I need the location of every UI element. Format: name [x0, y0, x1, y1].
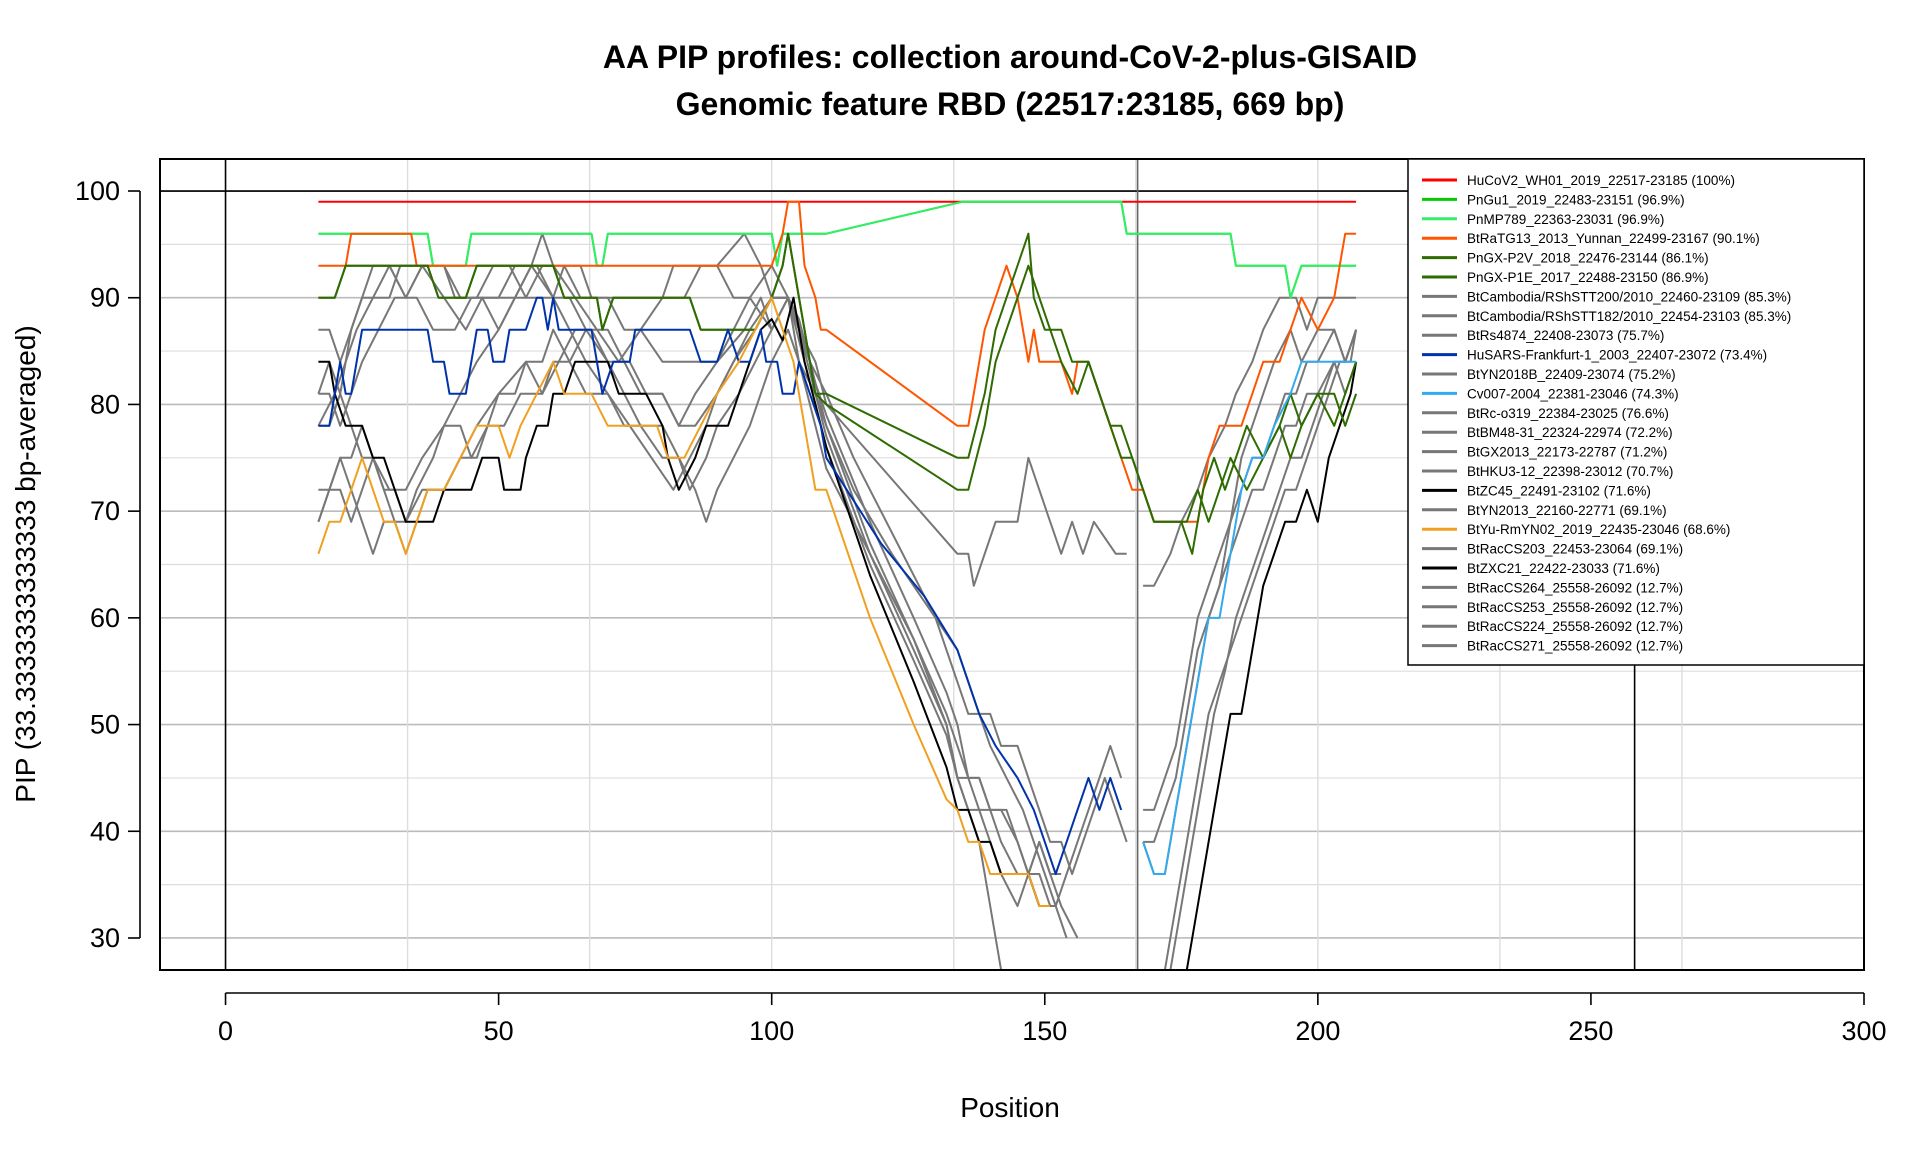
y-tick-label: 40	[90, 816, 120, 846]
series-line	[318, 296, 1052, 907]
series-lines	[317, 200, 1358, 970]
legend-entry: BtCambodia/RShSTT200/2010_22460-23109 (8…	[1467, 289, 1791, 304]
y-tick-label: 90	[90, 283, 120, 313]
y-axis: 30 40 50 60 70 80 90 100	[75, 176, 141, 953]
x-tick-label: 100	[749, 1016, 794, 1046]
series-line	[318, 328, 1003, 970]
legend-entry: BtYu-RmYN02_2019_22435-23046 (68.6%)	[1467, 522, 1730, 537]
series-line	[317, 232, 1127, 587]
series-line	[317, 296, 1123, 907]
legend: HuCoV2_WH01_2019_22517-23185 (100%) PnGu1…	[1407, 158, 1865, 666]
series-line	[317, 264, 1079, 939]
x-axis-label: Position	[960, 1092, 1060, 1123]
legend-entry: BtCambodia/RShSTT182/2010_22454-23103 (8…	[1467, 309, 1791, 324]
legend-entry: BtZC45_22491-23102 (71.6%)	[1467, 483, 1651, 498]
x-tick-label: 250	[1568, 1016, 1613, 1046]
series-line	[318, 296, 1123, 875]
legend-entry: BtBM48-31_22324-22974 (72.2%)	[1467, 425, 1673, 440]
legend-entry: BtRacCS253_25558-26092 (12.7%)	[1467, 600, 1683, 615]
legend-entry: BtYN2013_22160-22771 (69.1%)	[1467, 503, 1667, 518]
series-line	[1163, 329, 1358, 970]
legend-entry: HuCoV2_WH01_2019_22517-23185 (100%)	[1467, 173, 1735, 188]
series-line	[1169, 329, 1358, 970]
y-tick-label: 100	[75, 176, 120, 206]
legend-entry: BtRacCS271_25558-26092 (12.7%)	[1467, 639, 1683, 654]
legend-entry: Cv007-2004_22381-23046 (74.3%)	[1467, 386, 1679, 401]
y-tick-label: 30	[90, 923, 120, 953]
y-tick-label: 70	[90, 496, 120, 526]
series-line	[1142, 360, 1357, 875]
legend-entry: BtZXC21_22422-23033 (71.6%)	[1467, 561, 1660, 576]
legend-entry: BtHKU3-12_22398-23012 (70.7%)	[1467, 464, 1673, 479]
legend-entry: BtRs4874_22408-23073 (75.7%)	[1467, 328, 1664, 343]
legend-entry: BtYN2018B_22409-23074 (75.2%)	[1467, 367, 1676, 382]
series-line	[318, 200, 1357, 299]
y-tick-label: 50	[90, 710, 120, 740]
legend-entry: BtRc-o319_22384-23025 (76.6%)	[1467, 406, 1669, 421]
legend-entry: BtRacCS203_22453-23064 (69.1%)	[1467, 542, 1683, 557]
legend-entry: PnGX-P2V_2018_22476-23144 (86.1%)	[1467, 251, 1709, 266]
y-axis-label: PIP (33.3333333333333 bp-averaged)	[10, 325, 41, 802]
legend-entry: PnMP789_22363-23031 (96.9%)	[1467, 212, 1664, 227]
series-line	[318, 200, 1357, 299]
series-line	[317, 296, 1051, 907]
legend-entry: PnGX-P1E_2017_22488-23150 (86.9%)	[1467, 270, 1709, 285]
legend-entry: BtRaTG13_2013_Yunnan_22499-23167 (90.1%)	[1467, 231, 1760, 246]
legend-entry: PnGu1_2019_22483-23151 (96.9%)	[1467, 192, 1685, 207]
legend-entry: BtRacCS264_25558-26092 (12.7%)	[1467, 580, 1683, 595]
series-line	[1143, 360, 1358, 843]
x-tick-label: 50	[484, 1016, 514, 1046]
chart-title: AA PIP profiles: collection around-CoV-2…	[603, 39, 1417, 75]
series-line	[318, 232, 1358, 555]
x-tick-label: 0	[218, 1016, 233, 1046]
chart-subtitle: Genomic feature RBD (22517:23185, 669 bp…	[676, 86, 1345, 122]
y-tick-label: 60	[90, 603, 120, 633]
legend-entry: BtRacCS224_25558-26092 (12.7%)	[1467, 619, 1683, 634]
legend-entry: HuSARS-Frankfurt-1_2003_22407-23072 (73.…	[1467, 348, 1767, 363]
series-line	[318, 296, 1051, 907]
series-line	[1143, 296, 1357, 587]
y-tick-label: 80	[90, 389, 120, 419]
series-line	[1185, 361, 1358, 970]
x-tick-label: 200	[1295, 1016, 1340, 1046]
legend-box	[1407, 158, 1865, 666]
series-line	[1142, 328, 1358, 875]
x-tick-label: 300	[1841, 1016, 1886, 1046]
legend-entry: BtGX2013_22173-22787 (71.2%)	[1467, 445, 1667, 460]
x-axis: 0 50 100 150 200 250 300	[218, 992, 1887, 1046]
series-line	[318, 232, 1358, 523]
x-tick-label: 150	[1022, 1016, 1067, 1046]
